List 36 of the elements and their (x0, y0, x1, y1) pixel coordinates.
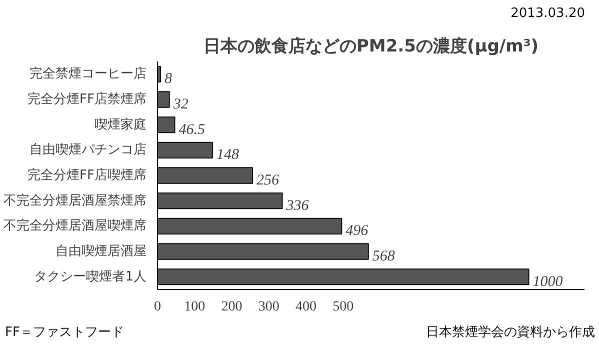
y-tick-label: 不完全分煙居酒屋禁煙席 (4, 192, 146, 208)
bar (158, 192, 283, 209)
data-label: 46.5 (178, 121, 206, 138)
bar (158, 242, 369, 260)
data-label: 256 (256, 172, 280, 188)
bar (158, 141, 213, 158)
bar (158, 217, 342, 234)
x-tick-label: 0 (154, 299, 161, 314)
bar (158, 166, 254, 184)
bar (158, 90, 170, 108)
data-label: 148 (216, 146, 240, 163)
data-label: 496 (346, 222, 369, 239)
data-label: 336 (285, 197, 310, 214)
data-label: 8 (164, 70, 172, 87)
data-label: 1000 (532, 273, 564, 290)
text: 2013.03.20 (510, 5, 585, 23)
data-label: 32 (172, 96, 189, 112)
x-tick-label: 400 (296, 299, 317, 314)
y-tick-label: タクシー喫煙者1人 (34, 268, 147, 284)
x-tick-label: 100 (184, 299, 206, 314)
y-tick-label: 完全禁煙コーヒー店 (30, 65, 146, 82)
y-tick-label: 完全分煙FF店喫煙席 (28, 166, 147, 183)
y-tick-label: 自由喫煙パチンコ店 (30, 141, 146, 158)
bar (158, 116, 176, 133)
y-tick-label: 不完全分煙居酒屋喫煙席 (4, 217, 146, 234)
y-tick-label: 自由喫煙居酒屋 (56, 244, 146, 259)
y-tick-label: 完全分煙FF店禁煙席 (28, 90, 147, 107)
text: FF＝ファストフード (5, 324, 124, 342)
text: 日本禁煙学会の資料から作成 (426, 324, 595, 342)
y-tick-label: 喫煙家庭 (94, 116, 146, 132)
chart-title: 日本の飲食店などのPM2.5の濃度(μg/m³) (203, 36, 539, 56)
x-tick-label: 500 (332, 299, 354, 314)
x-tick-label: 300 (258, 299, 280, 314)
data-label: 568 (372, 248, 396, 264)
x-tick-label: 200 (221, 299, 242, 314)
bar (158, 268, 530, 285)
